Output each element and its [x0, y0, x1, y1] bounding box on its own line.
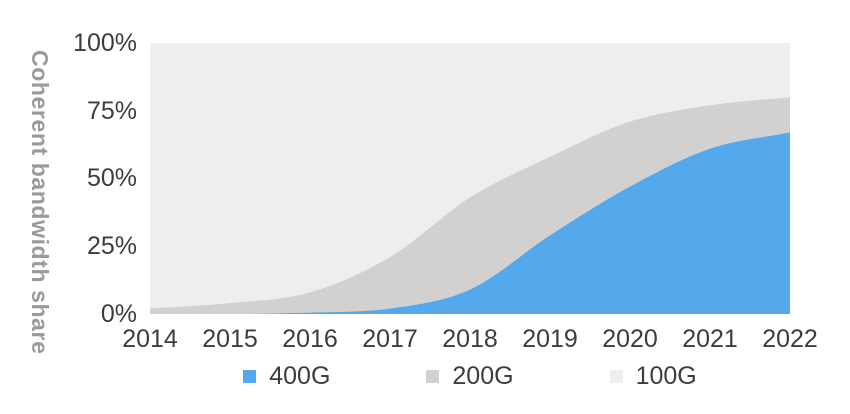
x-axis: 2014 2015 2016 2017 2018 2019 2020 2021 … — [122, 325, 818, 355]
y-tick-25: 25% — [86, 232, 137, 260]
x-tick-2022: 2022 — [762, 325, 818, 353]
x-tick-2014: 2014 — [122, 325, 178, 353]
y-tick-0: 0% — [100, 300, 137, 328]
legend-item-100g: 100G — [609, 362, 697, 391]
x-tick-2015: 2015 — [202, 325, 258, 353]
legend-item-400g: 400G — [243, 362, 330, 391]
plot-area — [150, 43, 790, 314]
x-tick-2018: 2018 — [442, 325, 498, 353]
legend-swatch-400g-icon — [243, 370, 257, 383]
legend-label-200g: 200G — [452, 362, 514, 390]
x-tick-2019: 2019 — [522, 325, 578, 353]
y-axis-title: Coherent bandwidth share — [27, 49, 53, 355]
x-tick-2016: 2016 — [282, 325, 338, 353]
legend-label-100g: 100G — [635, 362, 697, 390]
legend-item-200g: 200G — [426, 362, 514, 391]
legend-swatch-100g-icon — [609, 370, 623, 383]
x-tick-2021: 2021 — [682, 325, 738, 353]
x-tick-2017: 2017 — [362, 325, 418, 353]
y-tick-100: 100% — [73, 29, 137, 57]
y-tick-75: 75% — [86, 97, 137, 125]
legend: 400G 200G 100G — [150, 362, 790, 391]
y-tick-50: 50% — [86, 164, 137, 192]
x-tick-2020: 2020 — [602, 325, 658, 353]
legend-label-400g: 400G — [269, 362, 331, 390]
legend-swatch-200g-icon — [426, 370, 440, 383]
area-400g — [150, 132, 790, 314]
